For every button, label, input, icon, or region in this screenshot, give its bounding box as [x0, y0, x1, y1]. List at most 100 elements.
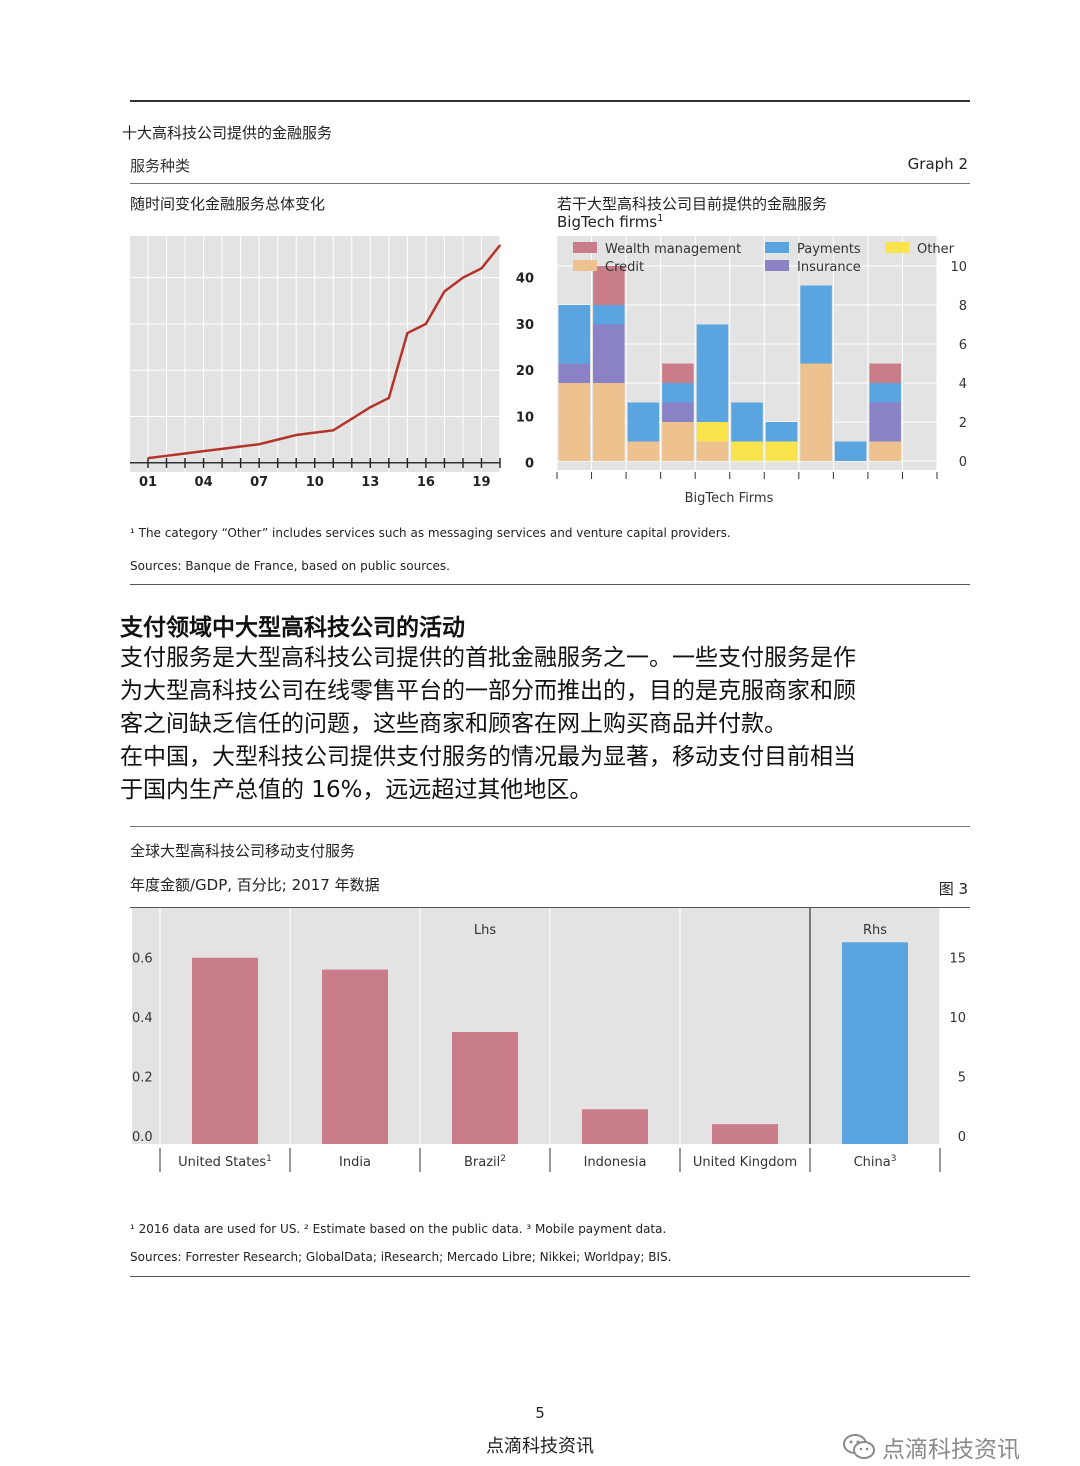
line-point	[276, 438, 279, 441]
line-x-tick-label: 01	[139, 475, 157, 490]
graph3-subtitle: 年度金额/GDP, 百分比; 2017 年数据	[130, 876, 380, 894]
line-point	[406, 332, 409, 334]
mobile-bar	[582, 1109, 648, 1144]
mobile-bar	[452, 1032, 518, 1144]
paragraph-line: 客之间缺乏信任的问题，这些商家和顾客在网上购买商品并付款。	[120, 711, 787, 737]
mobile-rhs-tick-label: 0	[958, 1130, 966, 1145]
graph3-sources: Sources: Forrester Research; GlobalData;…	[130, 1250, 672, 1264]
stack-bar-segment	[765, 441, 798, 461]
legend-swatch	[573, 260, 597, 271]
graph2-subtitle: 服务种类	[130, 157, 191, 175]
graph3-label: 图 3	[938, 880, 968, 898]
line-x-tick-label: 04	[195, 475, 213, 490]
graph3-header-rule	[130, 907, 970, 908]
top-rule	[130, 100, 970, 102]
mobile-bar	[712, 1124, 778, 1144]
line-y-tick-label: 40	[516, 272, 534, 287]
stack-bar-segment	[731, 441, 763, 461]
line-point	[388, 397, 390, 399]
stack-bar-segment	[696, 324, 729, 422]
stack-y-tick-label: 6	[959, 338, 967, 353]
graph2-header-rule	[130, 183, 970, 184]
mobile-category-label: India	[339, 1155, 371, 1170]
graph2-label: Graph 2	[907, 155, 968, 173]
line-point	[221, 448, 223, 450]
line-point	[350, 417, 353, 420]
line-y-tick-label: 20	[516, 364, 534, 379]
line-x-tick-label: 10	[306, 475, 324, 490]
line-point	[313, 431, 316, 434]
stack-y-tick-label: 0	[959, 455, 967, 470]
legend-label: Insurance	[797, 260, 861, 275]
stack-bar-segment	[869, 441, 901, 461]
line-series	[147, 244, 501, 460]
stack-bar-segment	[800, 285, 832, 364]
line-point	[184, 452, 186, 455]
line-point	[425, 323, 427, 325]
paragraph-line: 支付服务是大型高科技公司提供的首批金融服务之一。一些支付服务是作	[120, 645, 856, 671]
line-point	[202, 450, 205, 452]
stack-bar-segment	[869, 383, 901, 403]
paragraph-line: 为大型高科技公司在线零售平台的一部分而推出的，目的是克服商家和顾	[120, 678, 856, 704]
line-point	[369, 406, 372, 409]
legend-label: Payments	[797, 242, 861, 257]
graph3-bottom-rule	[130, 1276, 970, 1277]
mobile-lhs-tick-label: 0.2	[132, 1071, 153, 1086]
stack-bar-segment	[869, 402, 901, 442]
line-point	[332, 429, 335, 432]
legend-swatch	[885, 242, 909, 253]
mobile-category-label: Indonesia	[584, 1155, 647, 1170]
mobile-plot-area	[132, 908, 940, 1144]
line-y-tick-label: 10	[516, 410, 534, 425]
stack-bar-segment	[731, 402, 763, 442]
section-body: 支付服务是大型高科技公司提供的首批金融服务之一。一些支付服务是作 为大型高科技公…	[120, 642, 990, 807]
line-x-tick-label: 16	[417, 475, 435, 490]
stack-bar-segment	[593, 324, 625, 383]
legend-label: Wealth management	[605, 242, 741, 257]
stack-bar-segment	[696, 422, 729, 442]
stack-bar-segment	[765, 422, 798, 442]
stack-bar-segment	[593, 266, 625, 305]
stack-bar-segment	[558, 363, 591, 383]
line-point	[499, 244, 501, 247]
graph2-bottom-rule	[130, 584, 970, 585]
stack-bar-segment	[662, 383, 694, 403]
line-x-tick-label: 19	[472, 475, 490, 490]
line-point	[258, 443, 260, 446]
legend-swatch	[765, 260, 789, 271]
graph2-right-title: 若干大型高科技公司目前提供的金融服务	[557, 195, 828, 213]
mobile-lhs-tick-label: 0.6	[132, 952, 153, 967]
bigtech-services-stacked-bar-chart: 0 2 4 6 8 10 BigTech Firms Wealth management Pay…	[556, 236, 967, 506]
stack-bar-segment	[593, 383, 625, 461]
watermark-text: 点滴科技资讯	[882, 1437, 1020, 1463]
mobile-bar	[322, 969, 388, 1144]
stack-bar-segment	[662, 402, 694, 422]
rhs-label: Rhs	[863, 923, 887, 938]
line-y-tick-label: 30	[516, 318, 534, 333]
line-point	[147, 457, 149, 459]
graph2-footnote: ¹ The category “Other” includes services…	[130, 526, 731, 540]
stack-bar-segment	[800, 363, 832, 461]
wechat-watermark: 点滴科技资讯	[842, 1430, 1020, 1464]
stack-bar-segment	[558, 383, 591, 461]
graph2-right-subtitle: BigTech firms1	[557, 213, 664, 231]
line-point	[295, 434, 298, 436]
line-point	[165, 455, 168, 457]
stack-y-tick-label: 4	[959, 377, 967, 392]
legend-label: Credit	[605, 260, 644, 275]
graph3-top-rule	[130, 826, 970, 827]
wechat-icon	[843, 1434, 875, 1459]
mobile-lhs-tick-label: 0.4	[132, 1011, 153, 1026]
stack-bar-segment	[593, 305, 625, 325]
line-x-tick-label: 13	[361, 475, 379, 490]
legend-label: Other	[917, 242, 955, 257]
stack-y-tick-label: 8	[959, 299, 967, 314]
paragraph-line: 在中国，大型科技公司提供支付服务的情况最为显著，移动支付目前相当	[120, 744, 856, 770]
lhs-label: Lhs	[474, 923, 496, 938]
legend-swatch	[765, 242, 789, 253]
stack-bar-segment	[834, 441, 867, 461]
stack-y-tick-label: 2	[959, 416, 967, 431]
legend-swatch	[573, 242, 597, 253]
stack-bar-segment	[662, 422, 694, 461]
graph3-title: 全球大型高科技公司移动支付服务	[130, 842, 356, 860]
